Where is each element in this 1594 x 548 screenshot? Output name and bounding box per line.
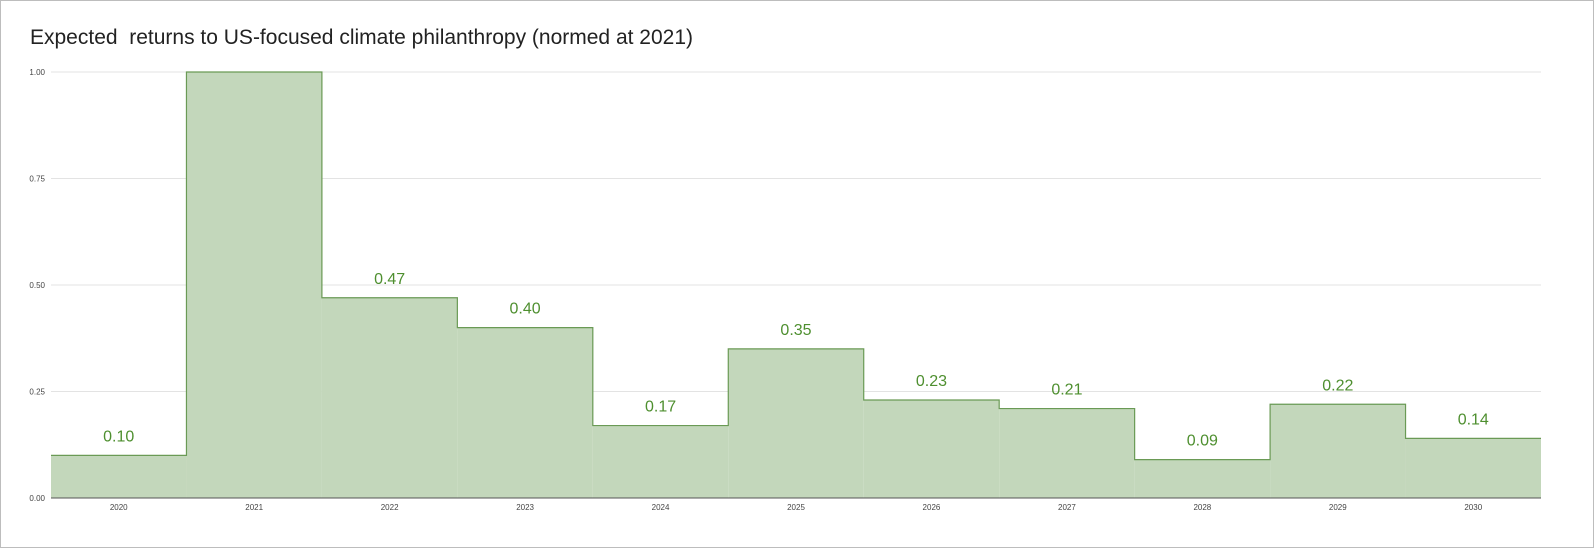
x-tick-label: 2029 bbox=[1329, 503, 1347, 512]
step-bar bbox=[592, 425, 729, 498]
x-tick-label: 2024 bbox=[652, 503, 670, 512]
data-labels: 0.10 0.47 0.40 0.17 0.35 0.23 0.21 0.09 0.22 0.14 bbox=[103, 271, 1489, 450]
y-tick-label: 0.75 bbox=[29, 175, 45, 184]
data-label: 0.17 bbox=[645, 399, 676, 416]
y-axis: 0.00 0.25 0.50 0.75 1.00 bbox=[29, 68, 45, 503]
step-bar bbox=[457, 327, 593, 498]
data-label: 0.35 bbox=[780, 322, 811, 339]
step-bar bbox=[999, 408, 1135, 498]
data-label: 0.47 bbox=[374, 271, 405, 288]
x-tick-label: 2022 bbox=[381, 503, 399, 512]
step-bar bbox=[1134, 459, 1271, 498]
step-bar bbox=[863, 400, 1000, 498]
data-label: 0.40 bbox=[510, 301, 541, 318]
step-line bbox=[51, 71, 1541, 461]
data-label: 0.21 bbox=[1051, 382, 1082, 399]
y-tick-label: 0.25 bbox=[29, 388, 45, 397]
x-tick-label: 2020 bbox=[110, 503, 128, 512]
x-axis: 2020 2021 2022 2023 2024 2025 2026 2027 2028 2029… bbox=[110, 503, 1483, 512]
step-bar bbox=[728, 348, 864, 498]
chart-title: Expected returns to US-focused climate p… bbox=[30, 26, 694, 49]
x-tick-label: 2023 bbox=[516, 503, 534, 512]
x-tick-label: 2028 bbox=[1193, 503, 1211, 512]
step-bar bbox=[1270, 404, 1406, 498]
series-area bbox=[51, 72, 1541, 498]
step-bar bbox=[1405, 438, 1541, 498]
y-tick-label: 0.00 bbox=[29, 494, 45, 503]
step-bar bbox=[51, 455, 187, 498]
data-label: 0.09 bbox=[1187, 433, 1218, 450]
x-tick-label: 2026 bbox=[923, 503, 941, 512]
data-label: 0.23 bbox=[916, 373, 947, 390]
x-tick-label: 2025 bbox=[787, 503, 805, 512]
data-label: 0.10 bbox=[103, 428, 134, 445]
x-tick-label: 2030 bbox=[1464, 503, 1482, 512]
step-bar bbox=[321, 297, 458, 498]
data-label: 0.22 bbox=[1322, 377, 1353, 394]
x-tick-label: 2021 bbox=[245, 503, 263, 512]
y-tick-label: 1.00 bbox=[29, 68, 45, 77]
x-tick-label: 2027 bbox=[1058, 503, 1076, 512]
step-bar bbox=[186, 72, 322, 498]
y-tick-label: 0.50 bbox=[29, 281, 45, 290]
data-label: 0.14 bbox=[1458, 411, 1489, 428]
